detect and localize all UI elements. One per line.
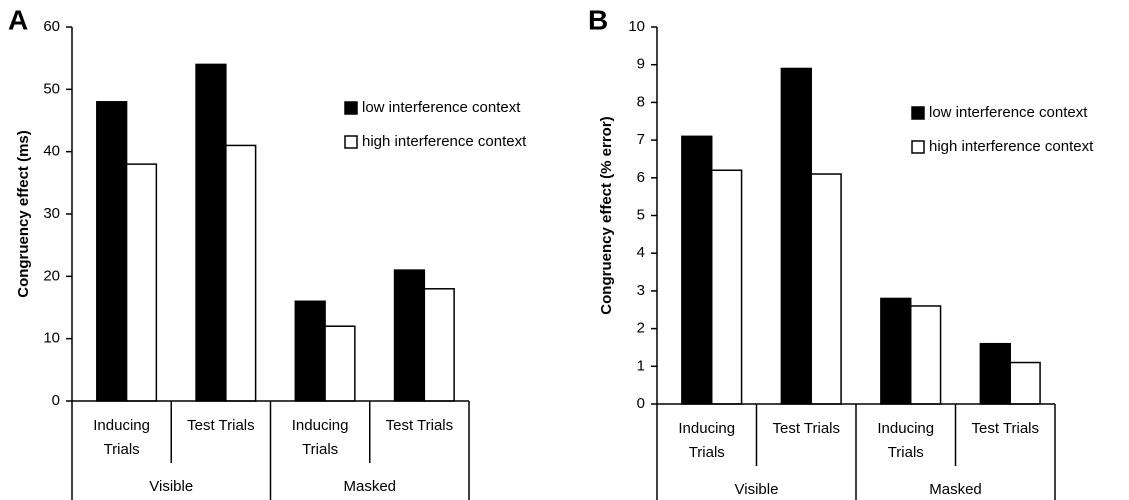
y-tick-label: 8 bbox=[637, 93, 645, 110]
legend-label: high interference context bbox=[929, 138, 1094, 155]
legend-swatch bbox=[911, 140, 925, 154]
x-tick-label: Test Trials bbox=[772, 420, 840, 437]
bar bbox=[979, 342, 1011, 405]
bar bbox=[681, 135, 713, 405]
y-tick-label: 10 bbox=[628, 18, 645, 35]
bar bbox=[96, 101, 128, 402]
x-tick-label: Test Trials bbox=[385, 417, 454, 434]
y-tick-label: 5 bbox=[637, 206, 645, 223]
panel-label: A bbox=[8, 4, 28, 35]
y-tick-label: 60 bbox=[43, 18, 60, 35]
panel-label: B bbox=[588, 4, 608, 35]
legend-swatch bbox=[344, 135, 358, 149]
legend-label: low interference context bbox=[929, 104, 1088, 121]
y-tick-label: 2 bbox=[637, 320, 645, 337]
bar bbox=[909, 305, 942, 405]
y-tick-label: 40 bbox=[43, 143, 60, 160]
y-tick-label: 1 bbox=[637, 357, 645, 374]
group-label: Visible bbox=[149, 478, 194, 495]
legend-swatch bbox=[344, 101, 358, 115]
bar bbox=[810, 173, 842, 405]
y-tick-label: 7 bbox=[637, 131, 645, 148]
group-label: Masked bbox=[929, 481, 982, 498]
legend-label: low interference context bbox=[362, 99, 521, 116]
y-tick-label: 9 bbox=[637, 56, 645, 73]
y-tick-label: 6 bbox=[637, 169, 645, 186]
group-label: Visible bbox=[734, 481, 779, 498]
y-tick-label: 30 bbox=[43, 205, 60, 222]
group-label: Masked bbox=[343, 478, 397, 495]
bar bbox=[195, 63, 227, 402]
x-tick-label: Test Trials bbox=[187, 417, 255, 434]
legend-label: high interference context bbox=[362, 133, 527, 150]
y-tick-label: 20 bbox=[43, 267, 60, 284]
bar bbox=[1009, 361, 1041, 405]
bar bbox=[423, 288, 455, 402]
y-tick-label: 0 bbox=[52, 392, 60, 409]
bar bbox=[225, 144, 257, 402]
bar bbox=[294, 300, 326, 402]
y-tick-label: 3 bbox=[637, 282, 645, 299]
x-tick-label: Inducing Trials bbox=[678, 420, 736, 461]
bar bbox=[710, 169, 743, 405]
bar bbox=[393, 269, 426, 402]
legend-swatch bbox=[911, 106, 925, 120]
x-tick-label: Inducing Trials bbox=[877, 420, 935, 461]
y-tick-label: 10 bbox=[43, 330, 60, 347]
x-tick-label: Inducing Trials bbox=[93, 417, 150, 458]
bar bbox=[780, 67, 812, 405]
bar bbox=[125, 163, 158, 402]
y-tick-label: 0 bbox=[637, 395, 645, 412]
y-axis-title: Congruency effect (% error) bbox=[598, 116, 615, 314]
y-axis-title: Congruency effect (ms) bbox=[15, 130, 32, 298]
bar bbox=[880, 297, 912, 405]
x-tick-label: Test Trials bbox=[971, 420, 1039, 437]
x-tick-label: Inducing Trials bbox=[291, 417, 349, 458]
y-tick-label: 50 bbox=[43, 80, 60, 97]
y-tick-label: 4 bbox=[637, 244, 645, 261]
bar bbox=[324, 325, 356, 402]
